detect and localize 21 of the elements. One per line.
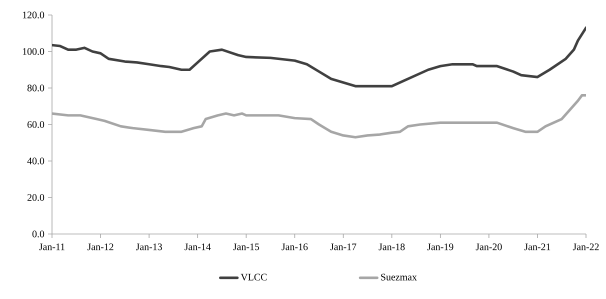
x-tick-label: Jan-13 bbox=[136, 244, 162, 250]
x-tick-label: Jan-15 bbox=[233, 244, 260, 250]
y-tick-label: 60.0 bbox=[27, 121, 44, 128]
y-tick-label: 120.0 bbox=[22, 12, 44, 18]
x-tick-label: Jan-20 bbox=[476, 244, 502, 250]
x-tick-label: Jan-14 bbox=[184, 244, 211, 250]
x-tick-label: Jan-16 bbox=[282, 244, 308, 250]
y-tick-label: 80.0 bbox=[27, 84, 44, 92]
legend-label: VLCC bbox=[240, 274, 267, 281]
y-tick-label: 100.0 bbox=[22, 48, 44, 55]
y-tick-label: 40.0 bbox=[27, 158, 44, 164]
legend-label: Suezmax bbox=[381, 274, 417, 280]
x-tick-label: Jan-19 bbox=[427, 244, 454, 250]
x-tick-label: Jan-11 bbox=[39, 244, 65, 250]
x-tick-label: Jan-21 bbox=[524, 244, 550, 250]
x-tick-label: Jan-18 bbox=[378, 244, 405, 250]
x-tick-label: Jan-17 bbox=[330, 244, 356, 250]
y-tick-label: 20.0 bbox=[27, 194, 44, 201]
y-tick-label: 0.0 bbox=[32, 230, 44, 238]
x-tick-label: Jan-22 bbox=[572, 244, 599, 250]
x-tick-label: Jan-12 bbox=[87, 244, 114, 250]
